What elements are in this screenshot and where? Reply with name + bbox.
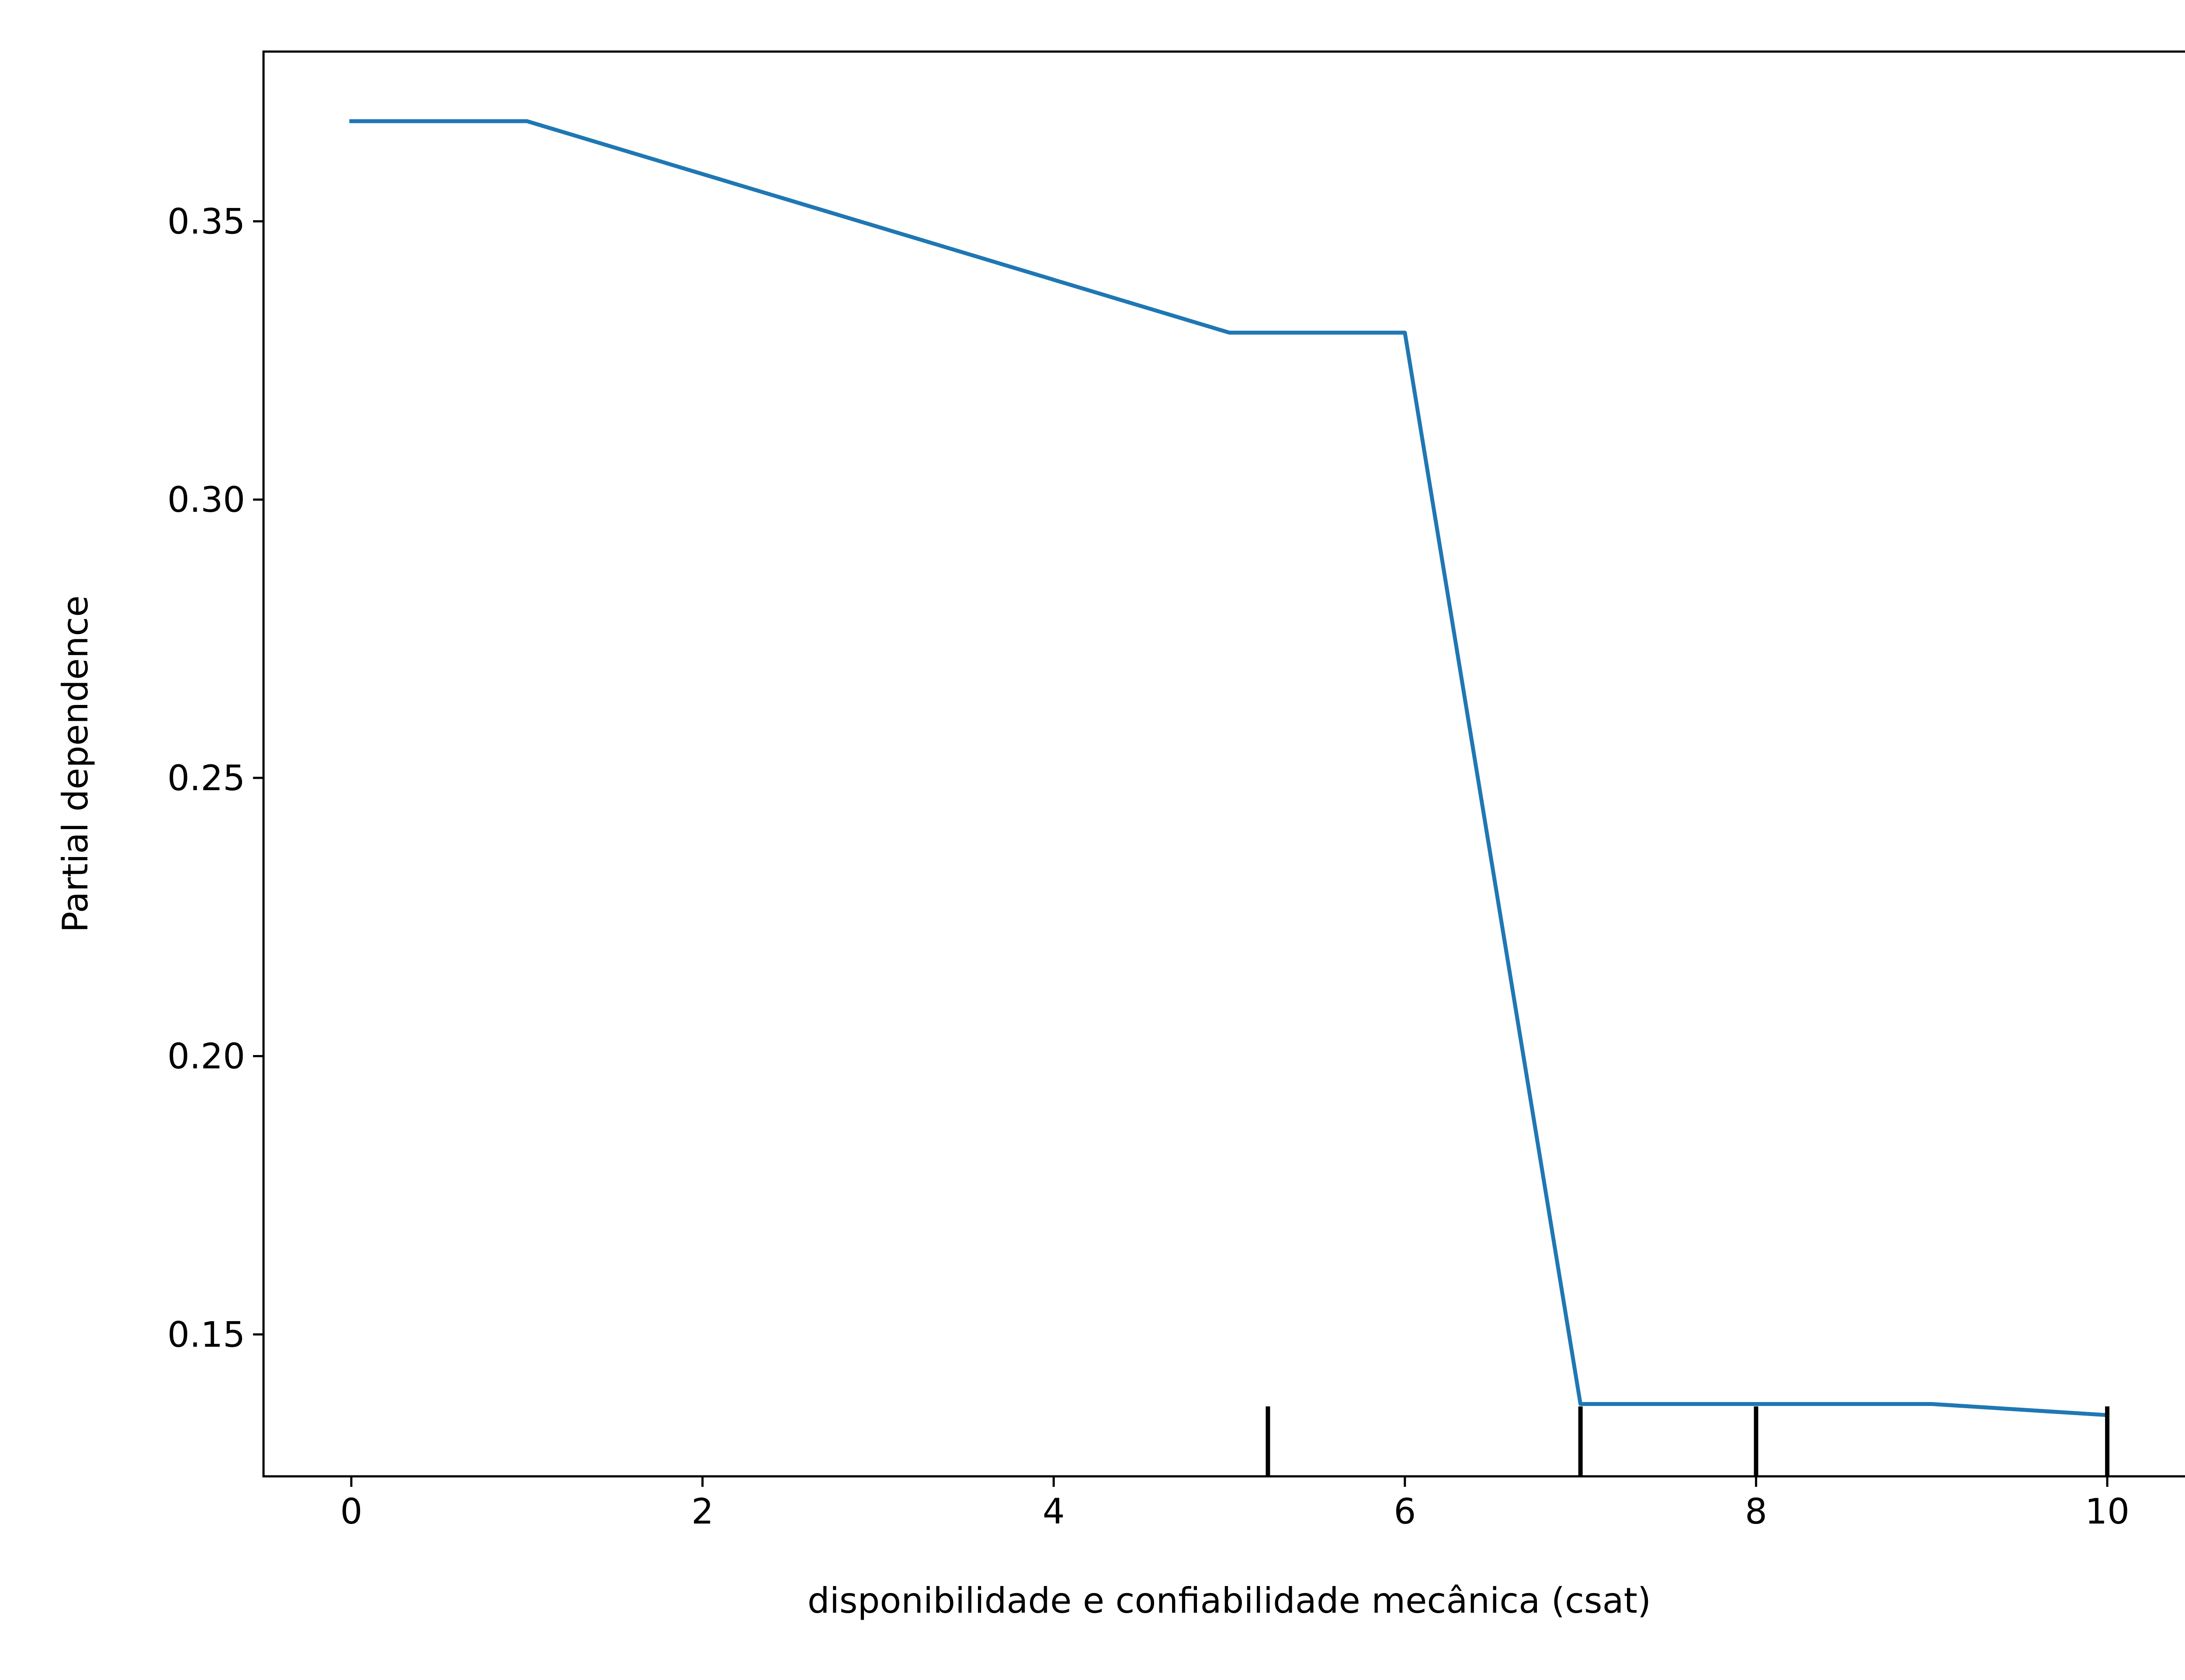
- y-tick-label-1: 0.20: [167, 1036, 245, 1077]
- x-tick-label-3: 6: [1394, 1491, 1416, 1532]
- x-tick-label-2: 4: [1043, 1491, 1065, 1532]
- x-tick-label-1: 2: [691, 1491, 714, 1532]
- series-line-0: [349, 119, 2109, 1417]
- x-tick-label-5: 10: [2085, 1491, 2130, 1532]
- y-tick-label-3: 0.30: [167, 479, 245, 520]
- y-axis-label: Partial dependence: [55, 595, 96, 932]
- x-tick-label-0: 0: [340, 1491, 362, 1532]
- y-tick-label-4: 0.35: [167, 201, 245, 242]
- x-tick-label-4: 8: [1745, 1491, 1767, 1532]
- y-tick-label-2: 0.25: [167, 758, 245, 798]
- plot-layer: [349, 119, 2110, 1476]
- y-tick-label-0: 0.15: [167, 1314, 245, 1355]
- x-axis-label: disponibilidade e confiabilidade mecânic…: [808, 1580, 1651, 1621]
- axes-frame: [262, 50, 2185, 1478]
- ticks-layer: 0 2 4 6 8 10 0.15 0.20 0.25 0.30 0.35: [167, 201, 2130, 1532]
